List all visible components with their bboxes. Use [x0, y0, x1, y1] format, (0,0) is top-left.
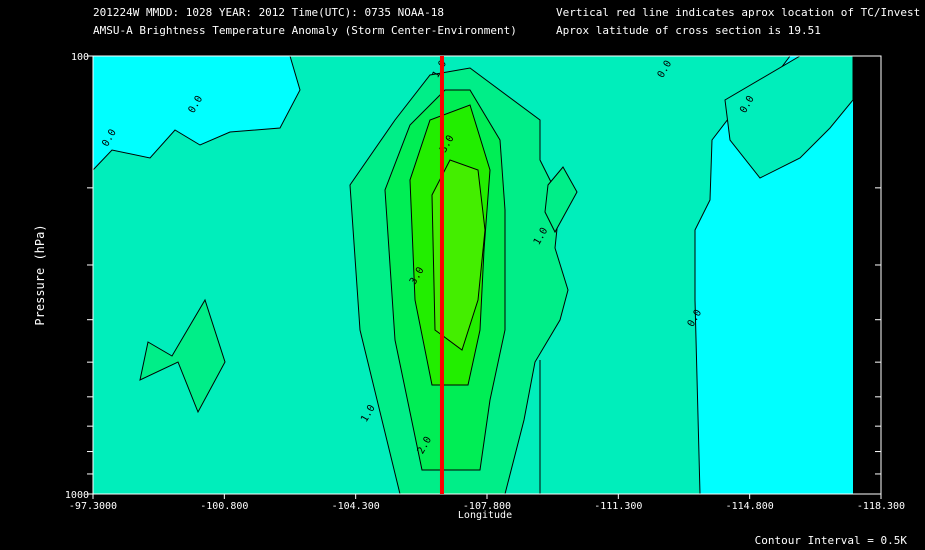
- header-line-4: Aprox latitude of cross section is 19.51: [556, 24, 821, 37]
- field-zero-ne: [724, 55, 854, 179]
- no-data-strip: [853, 56, 881, 494]
- header-line-1: 201224W MMDD: 1028 YEAR: 2012 Time(UTC):…: [93, 6, 444, 19]
- x-tick-label: -104.300: [332, 501, 380, 512]
- field-level-1-east: [544, 166, 578, 234]
- x-tick-label: -111.300: [594, 501, 642, 512]
- header-line-3: Vertical red line indicates aprox locati…: [556, 6, 921, 19]
- axis-ticks: -97.3000 -100.800 -104.300 -107.800 -111.300…: [65, 52, 905, 512]
- y-tick-label: 100: [71, 52, 89, 63]
- chart-title: AMSU-A Brightness Temperature Anomaly (S…: [93, 24, 517, 37]
- contour-interval: Contour Interval = 0.5K: [754, 534, 907, 547]
- anomaly-field: [92, 55, 881, 495]
- x-tick-label: -114.800: [726, 501, 774, 512]
- field-level-4: [431, 159, 486, 351]
- y-axis-label: Pressure (hPa): [33, 224, 47, 326]
- y-tick-label: 1000: [65, 490, 89, 501]
- field-level-1-isle: [139, 298, 226, 414]
- x-tick-label: -100.800: [200, 501, 248, 512]
- x-tick-label: -118.300: [857, 501, 905, 512]
- x-axis-label: Longitude: [457, 510, 513, 521]
- x-tick-label: -107.800: [463, 501, 511, 512]
- x-tick-label: -97.3000: [69, 501, 117, 512]
